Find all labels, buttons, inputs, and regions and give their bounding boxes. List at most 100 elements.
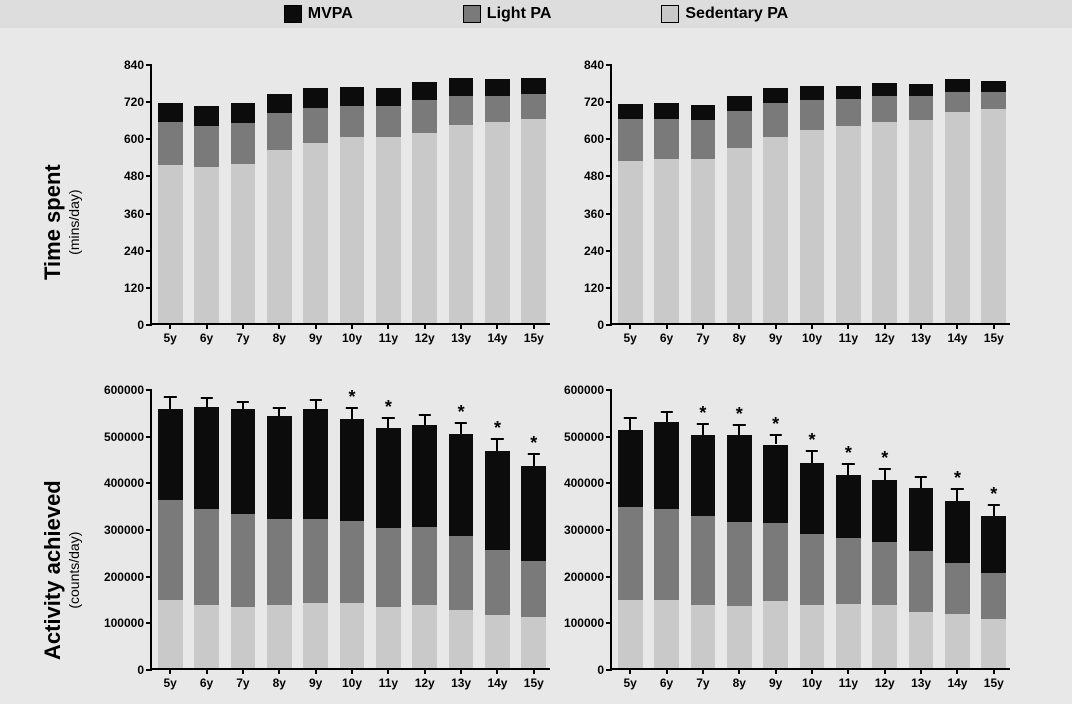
error-bar bbox=[169, 397, 171, 409]
bar-segment-sedentary bbox=[376, 607, 401, 668]
bar bbox=[981, 81, 1006, 323]
legend-swatch-mvpa bbox=[284, 5, 302, 23]
x-tick-label: 15y bbox=[524, 331, 544, 345]
bar-segment-mvpa bbox=[158, 103, 183, 122]
x-tick bbox=[278, 668, 280, 674]
bar-segment-light bbox=[800, 100, 825, 129]
bar-segment-mvpa bbox=[909, 488, 934, 551]
x-tick-label: 9y bbox=[769, 676, 782, 690]
bar-segment-light bbox=[231, 514, 256, 607]
legend-label: MVPA bbox=[308, 5, 353, 23]
y-tick bbox=[606, 213, 612, 215]
x-tick-label: 13y bbox=[451, 331, 471, 345]
x-tick bbox=[387, 668, 389, 674]
y-tick bbox=[606, 250, 612, 252]
bar-segment-sedentary bbox=[449, 125, 474, 323]
x-tick-label: 12y bbox=[875, 331, 895, 345]
bar bbox=[158, 103, 183, 323]
x-tick-label: 11y bbox=[379, 331, 398, 345]
bar bbox=[800, 463, 825, 668]
bar-segment-mvpa bbox=[521, 78, 546, 94]
y-tick-label: 240 bbox=[124, 244, 144, 258]
y-tick bbox=[146, 324, 152, 326]
bar-segment-mvpa bbox=[800, 463, 825, 534]
x-tick bbox=[533, 323, 535, 329]
significance-star: * bbox=[458, 402, 465, 423]
x-tick-label: 11y bbox=[839, 676, 858, 690]
bar-segment-mvpa bbox=[376, 428, 401, 528]
x-tick bbox=[387, 323, 389, 329]
bar bbox=[485, 79, 510, 324]
x-tick bbox=[533, 668, 535, 674]
x-tick bbox=[993, 668, 995, 674]
bar bbox=[267, 94, 292, 323]
bar-segment-sedentary bbox=[231, 607, 256, 668]
error-cap bbox=[164, 396, 176, 398]
error-bar bbox=[811, 451, 813, 463]
y-tick-label: 0 bbox=[597, 318, 604, 332]
bar bbox=[945, 79, 970, 323]
bar-segment-sedentary bbox=[449, 610, 474, 668]
x-tick-label: 15y bbox=[524, 676, 544, 690]
y-tick bbox=[146, 482, 152, 484]
bar-segment-light bbox=[763, 523, 788, 601]
bar-segment-light bbox=[654, 509, 679, 600]
bar bbox=[158, 409, 183, 668]
x-tick bbox=[811, 668, 813, 674]
error-bar bbox=[424, 415, 426, 425]
significance-star: * bbox=[494, 418, 501, 439]
error-bar bbox=[993, 505, 995, 517]
bar-segment-mvpa bbox=[727, 435, 752, 523]
y-tick-label: 500000 bbox=[104, 430, 144, 444]
bar-segment-light bbox=[340, 106, 365, 137]
y-tick bbox=[146, 287, 152, 289]
x-tick-label: 7y bbox=[696, 331, 709, 345]
bar bbox=[449, 78, 474, 323]
error-bar bbox=[278, 408, 280, 416]
bar-segment-mvpa bbox=[412, 425, 437, 527]
x-tick bbox=[351, 668, 353, 674]
bar bbox=[763, 88, 788, 323]
y-tick bbox=[606, 389, 612, 391]
bar bbox=[691, 105, 716, 323]
bar-segment-light bbox=[654, 119, 679, 159]
legend-label: Light PA bbox=[487, 5, 552, 23]
x-tick bbox=[315, 323, 317, 329]
bar-segment-light bbox=[267, 519, 292, 605]
bar bbox=[303, 88, 328, 323]
x-tick-label: 11y bbox=[839, 331, 858, 345]
bar-segment-sedentary bbox=[267, 605, 292, 668]
x-tick-label: 13y bbox=[451, 676, 471, 690]
y-axis-title-main: Time spent bbox=[40, 164, 66, 280]
bar-segment-light bbox=[303, 108, 328, 144]
y-tick bbox=[606, 175, 612, 177]
y-tick-label: 0 bbox=[137, 318, 144, 332]
error-bar bbox=[496, 439, 498, 451]
x-tick bbox=[738, 323, 740, 329]
bar bbox=[872, 83, 897, 323]
x-tick bbox=[206, 323, 208, 329]
bar-segment-mvpa bbox=[981, 81, 1006, 92]
x-tick bbox=[351, 323, 353, 329]
bar-segment-mvpa bbox=[654, 422, 679, 510]
x-tick bbox=[242, 323, 244, 329]
y-tick-label: 840 bbox=[124, 58, 144, 72]
bar bbox=[449, 434, 474, 668]
x-tick bbox=[315, 668, 317, 674]
bar-segment-light bbox=[412, 100, 437, 133]
bar-segment-light bbox=[521, 561, 546, 617]
x-tick-label: 7y bbox=[696, 676, 709, 690]
bar-segment-mvpa bbox=[945, 501, 970, 563]
y-tick-label: 100000 bbox=[564, 616, 604, 630]
bar bbox=[945, 501, 970, 668]
bar-segment-mvpa bbox=[981, 516, 1006, 573]
bar-segment-sedentary bbox=[158, 600, 183, 668]
x-tick bbox=[702, 323, 704, 329]
bar-segment-light bbox=[618, 507, 643, 600]
bar-segment-mvpa bbox=[691, 105, 716, 120]
bar-segment-sedentary bbox=[909, 120, 934, 323]
bar-segment-light bbox=[485, 550, 510, 615]
bar bbox=[412, 82, 437, 323]
y-tick bbox=[606, 324, 612, 326]
x-tick-label: 7y bbox=[236, 676, 249, 690]
